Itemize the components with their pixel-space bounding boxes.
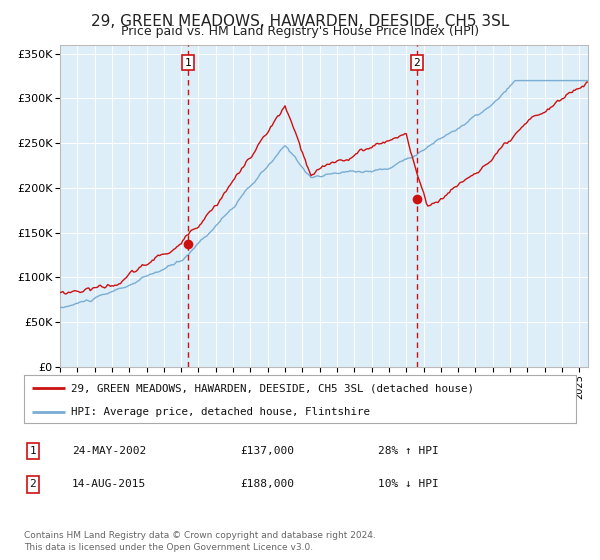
Text: 2: 2 — [413, 58, 421, 68]
Text: This data is licensed under the Open Government Licence v3.0.: This data is licensed under the Open Gov… — [24, 543, 313, 552]
Text: 28% ↑ HPI: 28% ↑ HPI — [378, 446, 439, 456]
Text: HPI: Average price, detached house, Flintshire: HPI: Average price, detached house, Flin… — [71, 407, 370, 417]
Text: 24-MAY-2002: 24-MAY-2002 — [72, 446, 146, 456]
Text: £137,000: £137,000 — [240, 446, 294, 456]
Text: 29, GREEN MEADOWS, HAWARDEN, DEESIDE, CH5 3SL (detached house): 29, GREEN MEADOWS, HAWARDEN, DEESIDE, CH… — [71, 383, 474, 393]
Text: 2: 2 — [29, 479, 37, 489]
Text: 10% ↓ HPI: 10% ↓ HPI — [378, 479, 439, 489]
Text: 1: 1 — [29, 446, 37, 456]
Text: Contains HM Land Registry data © Crown copyright and database right 2024.: Contains HM Land Registry data © Crown c… — [24, 531, 376, 540]
Text: 29, GREEN MEADOWS, HAWARDEN, DEESIDE, CH5 3SL: 29, GREEN MEADOWS, HAWARDEN, DEESIDE, CH… — [91, 14, 509, 29]
Text: £188,000: £188,000 — [240, 479, 294, 489]
Text: 14-AUG-2015: 14-AUG-2015 — [72, 479, 146, 489]
Text: 1: 1 — [185, 58, 191, 68]
Text: Price paid vs. HM Land Registry's House Price Index (HPI): Price paid vs. HM Land Registry's House … — [121, 25, 479, 38]
